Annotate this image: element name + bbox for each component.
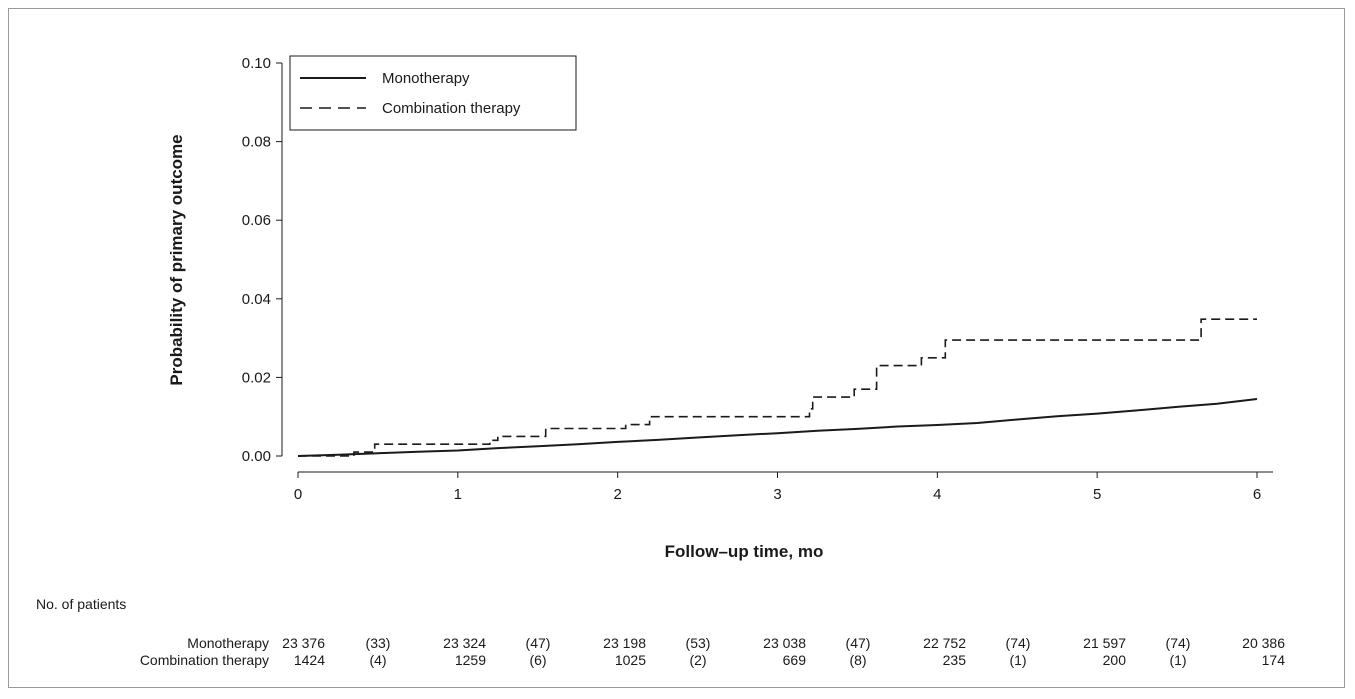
- risk-cell: (53): [686, 635, 711, 651]
- risk-cell: (33): [366, 635, 391, 651]
- x-tick-label: 2: [613, 486, 621, 503]
- y-tick-label: 0.06: [242, 212, 271, 229]
- x-tick-label: 3: [773, 486, 781, 503]
- y-tick-label: 0.00: [242, 448, 271, 465]
- axes: 0.00 0.02 0.04 0.06 0.08 0.10 0 1 2 3 4 5 6: [242, 55, 1273, 503]
- risk-cell: (2): [689, 652, 706, 668]
- risk-cell: 23 038: [763, 635, 806, 651]
- risk-cell: 174: [1262, 652, 1286, 668]
- risk-cell: (74): [1166, 635, 1191, 651]
- legend-label: Monotherapy: [382, 70, 470, 87]
- x-tick-label: 1: [454, 486, 462, 503]
- risk-cell: 200: [1103, 652, 1127, 668]
- risk-cell: (8): [849, 652, 866, 668]
- x-tick-label: 6: [1253, 486, 1261, 503]
- x-axis-title: Follow–up time, mo: [665, 542, 824, 561]
- series-layer: [297, 318, 1258, 457]
- x-tick-label: 5: [1093, 486, 1101, 503]
- y-tick-label: 0.04: [242, 291, 271, 308]
- risk-cell: 235: [943, 652, 967, 668]
- risk-cell: (4): [369, 652, 386, 668]
- x-tick-label: 0: [294, 486, 302, 503]
- risk-cell: 23 324: [443, 635, 486, 651]
- y-tick-label: 0.08: [242, 134, 271, 151]
- risk-cell: 669: [783, 652, 807, 668]
- legend-label: Combination therapy: [382, 100, 521, 117]
- risk-row-label: Combination therapy: [140, 652, 269, 668]
- risk-cell: 20 386: [1242, 635, 1285, 651]
- risk-cell: 23 198: [603, 635, 646, 651]
- y-axis-title: Probability of primary outcome: [167, 134, 186, 385]
- x-tick-label: 4: [933, 486, 941, 503]
- risk-cell: (47): [526, 635, 551, 651]
- series-line-monotherapy: [297, 398, 1258, 457]
- figure-frame: [8, 8, 1345, 688]
- legend: Monotherapy Combination therapy: [289, 55, 577, 131]
- series-line-combination: [298, 318, 1257, 457]
- risk-table: No. of patients Monotherapy 23 376 (33) 23 …: [36, 596, 1285, 668]
- risk-cell: (6): [529, 652, 546, 668]
- risk-cell: (1): [1009, 652, 1026, 668]
- risk-cell: 22 752: [923, 635, 966, 651]
- risk-cell: (47): [846, 635, 871, 651]
- risk-cell: 23 376: [282, 635, 325, 651]
- risk-cell: 21 597: [1083, 635, 1126, 651]
- y-tick-label: 0.10: [242, 55, 271, 72]
- risk-cell: (74): [1006, 635, 1031, 651]
- risk-cell: 1025: [615, 652, 646, 668]
- risk-row-label: Monotherapy: [187, 635, 269, 651]
- legend-box: [289, 55, 577, 131]
- y-tick-label: 0.02: [242, 369, 271, 386]
- risk-cell: 1259: [455, 652, 486, 668]
- risk-cell: (1): [1169, 652, 1186, 668]
- risk-cell: 1424: [294, 652, 325, 668]
- risk-table-header: No. of patients: [36, 596, 126, 612]
